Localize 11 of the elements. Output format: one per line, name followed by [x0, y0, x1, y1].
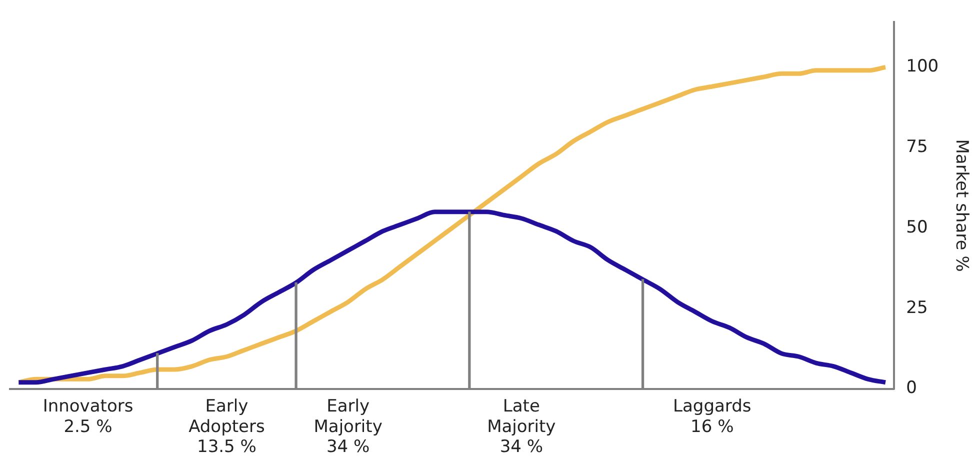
x-tick-label: Early Majority 34 %	[314, 396, 382, 458]
y2-tick-label: 0	[906, 378, 917, 398]
x-tick-label: Laggards 16 %	[673, 396, 752, 437]
y2-tick-label: 100	[906, 56, 939, 77]
y2-tick-label: 50	[906, 217, 928, 238]
x-tick-label: Late Majority 34 %	[487, 396, 556, 458]
y2-tick-label: 75	[906, 137, 928, 158]
y2-tick-label: 25	[906, 298, 928, 318]
x-tick-label: Early Adopters 13.5 %	[188, 396, 265, 458]
y2-axis-title: Market share %	[951, 139, 972, 272]
x-tick-label: Innovators 2.5 %	[42, 396, 134, 437]
